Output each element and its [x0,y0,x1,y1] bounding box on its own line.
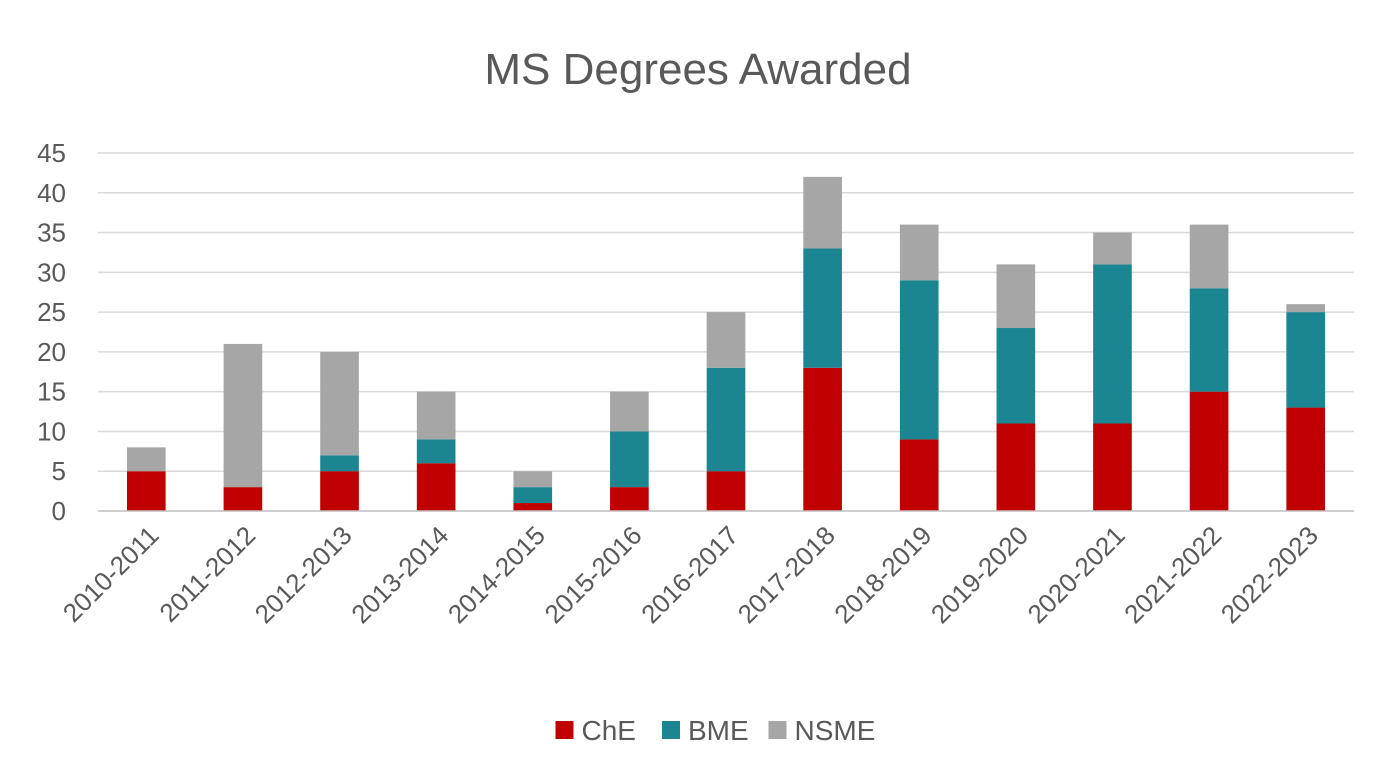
bar-nsme-2015-2016 [610,391,649,432]
bar-bme-2012-2013 [320,455,359,472]
bar-bme-2021-2022 [1189,288,1229,392]
bar-nsme-2019-2020 [996,264,1036,329]
x-category-label-2017-2018: 2017-2018 [732,520,841,629]
x-category-label-2012-2013: 2012-2013 [249,520,358,629]
bar-bme-2022-2023 [1286,312,1326,408]
y-tick-label-15: 15 [37,377,66,407]
bar-che-2012-2013 [320,471,359,511]
bar-nsme-2017-2018 [803,176,842,249]
x-axis-category-labels: 2010-20112011-20122012-20132013-20142014… [57,520,1324,629]
bar-che-2021-2022 [1189,391,1229,511]
y-tick-label-10: 10 [37,416,66,446]
x-category-label-2016-2017: 2016-2017 [635,520,744,629]
legend-label-nsme: NSME [795,715,876,746]
x-category-label-2014-2015: 2014-2015 [442,520,551,629]
bar-che-2017-2018 [803,367,842,511]
x-category-label-2022-2023: 2022-2023 [1215,520,1324,629]
y-axis-tick-labels: 0 5 10 15 20 25 30 35 40 45 [37,138,66,526]
bar-nsme-2010-2011 [126,447,166,472]
bar-nsme-2011-2012 [223,343,263,488]
bar-bme-2013-2014 [416,439,456,464]
y-tick-label-30: 30 [37,257,66,287]
bar-bme-2017-2018 [803,248,842,368]
legend-label-che: ChE [582,715,636,746]
y-tick-label-35: 35 [37,218,66,248]
y-tick-label-25: 25 [37,297,66,327]
bar-nsme-2022-2023 [1286,304,1326,313]
bar-bme-2020-2021 [1093,264,1132,424]
bar-nsme-2016-2017 [706,312,746,368]
bar-che-2014-2015 [513,503,553,511]
y-tick-label-0: 0 [52,496,66,526]
legend-swatch-nsme [768,721,787,739]
x-category-label-2019-2020: 2019-2020 [925,520,1034,629]
x-category-label-2010-2011: 2010-2011 [57,520,165,628]
bar-che-2019-2020 [996,423,1036,511]
bar-nsme-2014-2015 [513,471,553,488]
bar-che-2013-2014 [416,463,456,511]
bar-nsme-2018-2019 [899,224,939,281]
bar-nsme-2013-2014 [416,391,456,440]
legend-swatch-bme [662,721,680,739]
bar-che-2022-2023 [1286,407,1326,511]
y-tick-label-5: 5 [52,456,66,486]
bar-che-2010-2011 [126,471,166,511]
bar-nsme-2021-2022 [1189,224,1229,289]
bar-bme-2016-2017 [706,367,746,472]
y-tick-label-20: 20 [37,337,66,367]
legend-label-bme: BME [688,715,749,746]
x-category-label-2013-2014: 2013-2014 [345,520,454,629]
chart-title: MS Degrees Awarded [484,45,911,94]
legend-swatch-che [555,721,574,739]
y-tick-label-40: 40 [37,178,66,208]
bars [126,176,1326,511]
bar-bme-2019-2020 [996,328,1036,424]
bar-bme-2014-2015 [513,487,553,504]
bar-che-2011-2012 [223,487,263,511]
bar-nsme-2020-2021 [1093,232,1132,265]
x-category-label-2011-2012: 2011-2012 [153,520,261,628]
bar-che-2018-2019 [899,439,939,511]
y-tick-label-45: 45 [37,138,66,168]
bar-che-2015-2016 [610,487,649,511]
bar-bme-2018-2019 [899,280,939,440]
bar-che-2016-2017 [706,471,746,511]
x-category-label-2021-2022: 2021-2022 [1118,520,1227,629]
legend: ChE BME NSME [555,715,876,746]
x-category-label-2018-2019: 2018-2019 [828,520,937,629]
bar-bme-2015-2016 [610,431,649,488]
bar-nsme-2012-2013 [320,351,359,456]
x-category-label-2020-2021: 2020-2021 [1022,520,1131,629]
x-category-label-2015-2016: 2015-2016 [538,520,647,629]
bar-che-2020-2021 [1093,423,1132,511]
